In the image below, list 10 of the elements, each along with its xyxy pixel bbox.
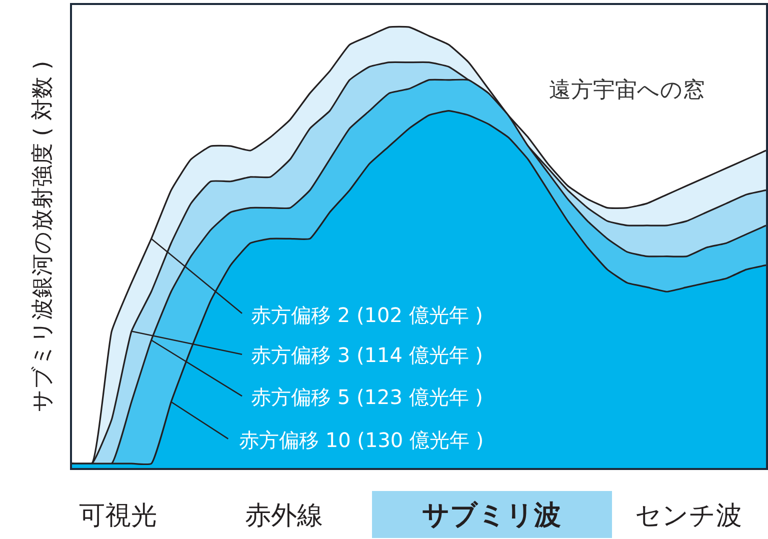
annotation: 遠方宇宙への窓 <box>549 78 705 103</box>
series-label: 赤方偏移 2 (102 億光年 ) <box>251 303 483 327</box>
text: サブミリ波 <box>422 500 561 531</box>
series-label: 赤方偏移 5 (123 億光年 ) <box>251 385 483 409</box>
text: 可視光 <box>79 501 157 531</box>
y-axis-title: サブミリ波銀河の放射強度 ( 対数 ) <box>30 60 56 412</box>
series-label: 赤方偏移 3 (114 億光年 ) <box>251 343 483 367</box>
text: センチ波 <box>635 501 742 531</box>
series-label: 赤方偏移 10 (130 億光年 ) <box>239 428 484 452</box>
text: 赤外線 <box>245 501 323 531</box>
